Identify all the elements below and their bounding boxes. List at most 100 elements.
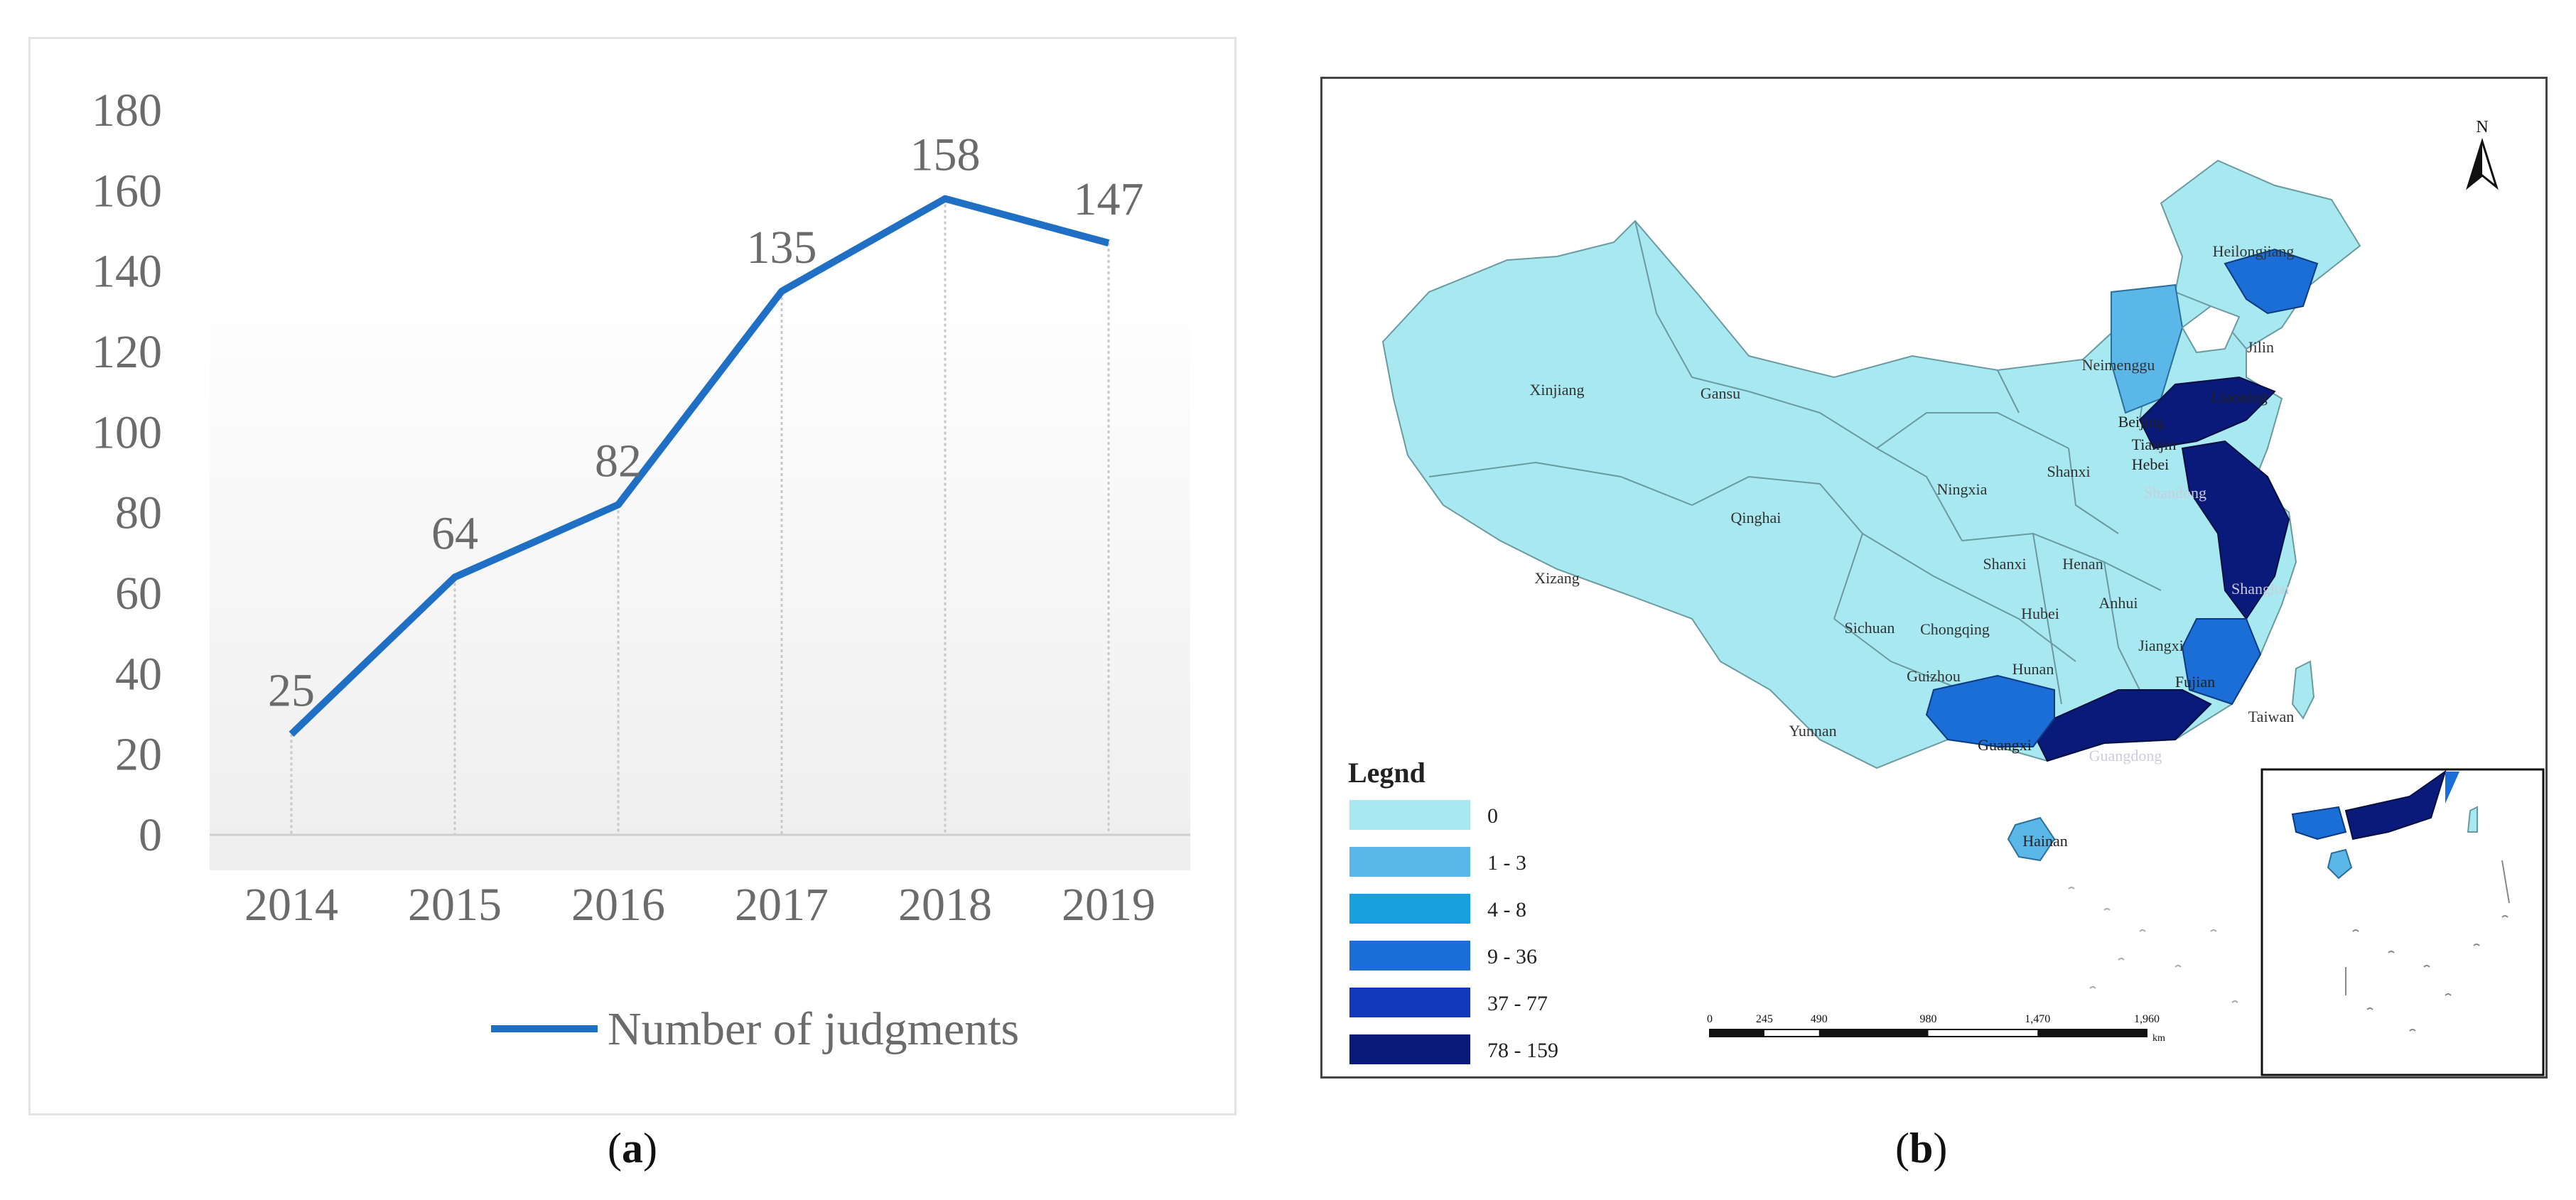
province-label: Taiwan [2248, 708, 2294, 725]
scale-tick-label: 0 [1707, 1013, 1713, 1025]
north-arrow: N [2466, 118, 2499, 190]
inset-guangdong [2344, 769, 2447, 840]
y-axis-tick-labels: 0 20 40 60 80 100 120 140 160 180 [92, 85, 162, 861]
province-label: Chongqing [1920, 620, 1990, 638]
province-liaoning [2224, 248, 2319, 315]
y-tick-label: 0 [139, 809, 162, 861]
map-legend-swatch [1349, 894, 1470, 924]
y-tick-label: 120 [92, 326, 162, 378]
y-tick-label: 40 [115, 648, 162, 700]
data-label: 25 [268, 664, 315, 716]
choropleth-map-panel: Heilongjiang Jilin Neimenggu Liaoning Xinjia… [1320, 77, 2548, 1079]
province-label: Hainan [2022, 832, 2068, 850]
scale-tick-label: 980 [1920, 1013, 1937, 1025]
province-label: Gansu [1701, 384, 1740, 402]
province-label: Fujian [2175, 673, 2215, 691]
province-label: Qinghai [1731, 509, 1782, 526]
province-label: Heilongjiang [2213, 242, 2295, 260]
y-tick-label: 180 [92, 85, 162, 136]
line-chart: 0 20 40 60 80 100 120 140 160 180 25 64 82 135 158 147… [92, 85, 1190, 1055]
province-label: Guizhou [1907, 667, 1961, 685]
inset-guangxi [2291, 806, 2347, 840]
caption-a-letter: a [621, 1125, 643, 1172]
province-label: Yunnan [1789, 722, 1836, 740]
province-fujian [2181, 618, 2262, 706]
north-label: N [2476, 118, 2488, 136]
scale-bar-segment [2037, 1029, 2147, 1037]
x-tick-label: 2019 [1062, 879, 1155, 931]
province-label: Shanxi [1983, 555, 2026, 573]
province-label: Guangdong [2089, 747, 2162, 764]
province-label: Ningxia [1937, 480, 1988, 498]
map-legend-label: 78 - 159 [1487, 1039, 1558, 1062]
map-legend: Legnd 0 1 - 3 4 - 8 9 - 36 37 - 77 78 - 159 [1348, 757, 1558, 1064]
province-label: Xinjiang [1530, 381, 1585, 399]
province-label: Jilin [2247, 338, 2274, 356]
y-tick-label: 20 [115, 729, 162, 781]
y-tick-label: 100 [92, 406, 162, 458]
scale-tick-label: 490 [1811, 1013, 1828, 1025]
china-map: Heilongjiang Jilin Neimenggu Liaoning Xinjia… [1348, 118, 2545, 1076]
drop-lines [290, 198, 1110, 835]
scale-unit-label: km [2152, 1033, 2165, 1044]
data-label: 82 [595, 435, 642, 487]
landmass-base [1381, 159, 2361, 769]
province-shandong [2138, 376, 2276, 450]
caption-a: (a) [608, 1125, 657, 1172]
province-label: Anhui [2099, 594, 2138, 612]
province-guangdong [2032, 689, 2212, 762]
scale-tick-label: 1,470 [2025, 1013, 2050, 1025]
x-tick-label: 2014 [244, 879, 338, 931]
scale-bar-segment [1818, 1029, 1929, 1037]
province-label: Tianjin [2132, 436, 2177, 453]
province-label: Beijing [2118, 413, 2165, 431]
province-label: Hubei [2021, 605, 2059, 622]
data-label: 135 [747, 222, 817, 274]
map-legend-label: 0 [1487, 804, 1498, 828]
inset-islands [2345, 860, 2510, 1032]
x-axis-tick-labels: 2014 2015 2016 2017 2018 2019 [244, 879, 1155, 931]
province-label: Neimenggu [2082, 356, 2155, 374]
scale-bar: 0 245 490 980 1,470 1,960 km [1707, 1013, 2165, 1044]
map-legend-swatch [1349, 1034, 1470, 1064]
caption-b: (b) [1895, 1125, 1948, 1172]
province-label: Shanghai [2231, 580, 2290, 598]
x-tick-label: 2015 [408, 879, 502, 931]
data-label: 147 [1074, 173, 1144, 225]
series-line [289, 195, 1110, 737]
x-tick-label: 2018 [898, 879, 992, 931]
data-label: 158 [910, 129, 981, 181]
x-tick-label: 2017 [735, 879, 829, 931]
legend-label: Number of judgments [608, 1003, 1019, 1055]
line-chart-panel: 0 20 40 60 80 100 120 140 160 180 25 64 82 135 158 147… [28, 37, 1236, 1115]
caption-b-letter: b [1909, 1125, 1934, 1172]
province-label: Hebei [2132, 455, 2170, 473]
province-label: Henan [2062, 555, 2103, 573]
map-legend-label: 4 - 8 [1487, 898, 1526, 921]
south-china-sea-inset [2260, 768, 2545, 1076]
inset-fujian [2445, 772, 2459, 804]
province-label: Hunan [2012, 660, 2054, 678]
province-label: Sichuan [1845, 619, 1895, 637]
inset-taiwan [2467, 806, 2478, 833]
province-label: Guangxi [1978, 736, 2032, 754]
province-label: Jiangxi [2138, 637, 2184, 654]
y-tick-label: 80 [115, 487, 162, 539]
y-tick-label: 140 [92, 246, 162, 298]
scale-tick-label: 1,960 [2134, 1013, 2160, 1025]
map-legend-label: 1 - 3 [1487, 851, 1526, 875]
y-tick-label: 60 [115, 568, 162, 620]
map-legend-swatch [1349, 847, 1470, 877]
province-guangxi [1925, 674, 2055, 747]
province-taiwan [2291, 660, 2315, 720]
y-tick-label: 160 [92, 165, 162, 217]
province-hainan [2007, 816, 2056, 862]
bohai-sea [2181, 305, 2241, 354]
map-legend-label: 9 - 36 [1487, 945, 1537, 968]
data-label: 64 [431, 507, 478, 559]
map-legend-swatch [1349, 941, 1470, 971]
series-lines [289, 195, 1110, 737]
scale-bar-segment [1710, 1029, 1764, 1037]
x-tick-label: 2016 [571, 879, 665, 931]
data-labels: 25 64 82 135 158 147 [268, 129, 1144, 717]
